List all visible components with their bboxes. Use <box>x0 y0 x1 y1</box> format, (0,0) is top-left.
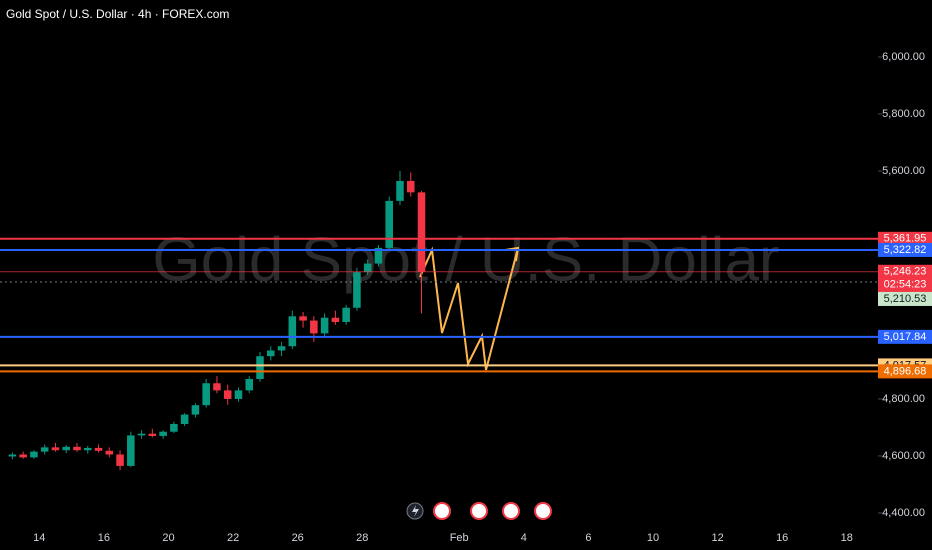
candle-body <box>234 390 243 399</box>
candle-body <box>116 454 124 466</box>
us-event-icon[interactable] <box>502 502 520 520</box>
us-event-icon[interactable] <box>534 502 552 520</box>
x-tick-label: 26 <box>292 532 304 544</box>
x-tick-label: 28 <box>356 532 368 544</box>
candle-body <box>331 317 340 322</box>
level-label: 5,017.84 <box>884 331 927 343</box>
x-tick-label: 12 <box>711 532 723 544</box>
candle-body <box>83 447 92 451</box>
candle-body <box>267 350 275 357</box>
candle-body <box>94 447 103 451</box>
x-tick-label: 20 <box>162 532 174 544</box>
level-label: 5,322.82 <box>884 244 927 256</box>
x-tick-label: 6 <box>585 532 591 544</box>
candle-body <box>256 356 264 379</box>
level-label-bg <box>878 242 932 257</box>
level-label-bg <box>878 231 932 246</box>
candle-body <box>148 433 157 436</box>
x-tick-label: 16 <box>98 532 110 544</box>
chart-title: Gold Spot / U.S. Dollar · 4h · FOREX.com <box>6 7 229 21</box>
candle-body <box>8 454 17 457</box>
projection-path <box>419 246 519 371</box>
candle-body <box>245 378 254 391</box>
candle-body <box>374 247 383 264</box>
candle-body <box>342 307 350 322</box>
level-label: 4,896.68 <box>884 365 927 377</box>
candle-body <box>202 383 210 406</box>
candle-body <box>406 180 415 193</box>
prev-close-label: 5,210.53 <box>884 293 927 305</box>
countdown-label: 02:54:23 <box>884 279 927 291</box>
x-tick-label: 10 <box>647 532 659 544</box>
y-tick-label: 4,600.00 <box>882 450 925 462</box>
x-tick-label: 22 <box>227 532 239 544</box>
candle-body <box>396 180 404 201</box>
event-icons <box>406 502 552 520</box>
us-event-icon[interactable] <box>433 502 451 520</box>
y-tick-label: 5,800.00 <box>882 108 925 120</box>
candle-body <box>363 263 372 273</box>
x-tick-label: 14 <box>33 532 45 544</box>
candle-body <box>299 316 307 321</box>
watermark: Gold Spot / U.S. Dollar <box>152 225 779 294</box>
x-tick-label: Feb <box>450 532 469 544</box>
candle-body <box>320 317 329 334</box>
level-label-bg <box>878 329 932 344</box>
last-price-bg <box>878 264 932 293</box>
candle-body <box>30 451 38 458</box>
candle-body <box>310 320 318 334</box>
candle-body <box>51 447 60 451</box>
candle-body <box>385 200 393 248</box>
prev-close-label-bg <box>878 291 932 306</box>
last-price-label: 5,246.23 <box>884 266 927 278</box>
x-tick-label: 4 <box>521 532 527 544</box>
x-tick-label: 16 <box>776 532 788 544</box>
candle-body <box>127 435 135 466</box>
candle-body <box>180 414 189 424</box>
level-label: 5,361.95 <box>884 233 927 245</box>
us-event-icon[interactable] <box>470 502 488 520</box>
candle-body <box>105 450 114 455</box>
y-tick-label: 4,400.00 <box>882 507 925 519</box>
candle-body <box>417 192 426 272</box>
candle-body <box>40 447 49 452</box>
candle-body <box>170 424 178 432</box>
y-tick-label: 6,000.00 <box>882 51 925 63</box>
candle-body <box>159 431 167 436</box>
level-label-bg <box>878 364 932 379</box>
candle-body <box>62 446 70 451</box>
y-tick-label: 5,600.00 <box>882 165 925 177</box>
candle-body <box>353 272 361 308</box>
y-tick-label: 4,800.00 <box>882 393 925 405</box>
candle-body <box>288 316 297 347</box>
candle-body <box>223 390 232 399</box>
candle-body <box>19 454 27 458</box>
candle-body <box>137 433 146 436</box>
candle-body <box>213 383 221 391</box>
x-tick-label: 18 <box>841 532 853 544</box>
lightning-glyph <box>412 505 419 517</box>
candle-body <box>277 346 286 351</box>
candle-body <box>73 446 81 451</box>
candle-body <box>191 405 200 415</box>
